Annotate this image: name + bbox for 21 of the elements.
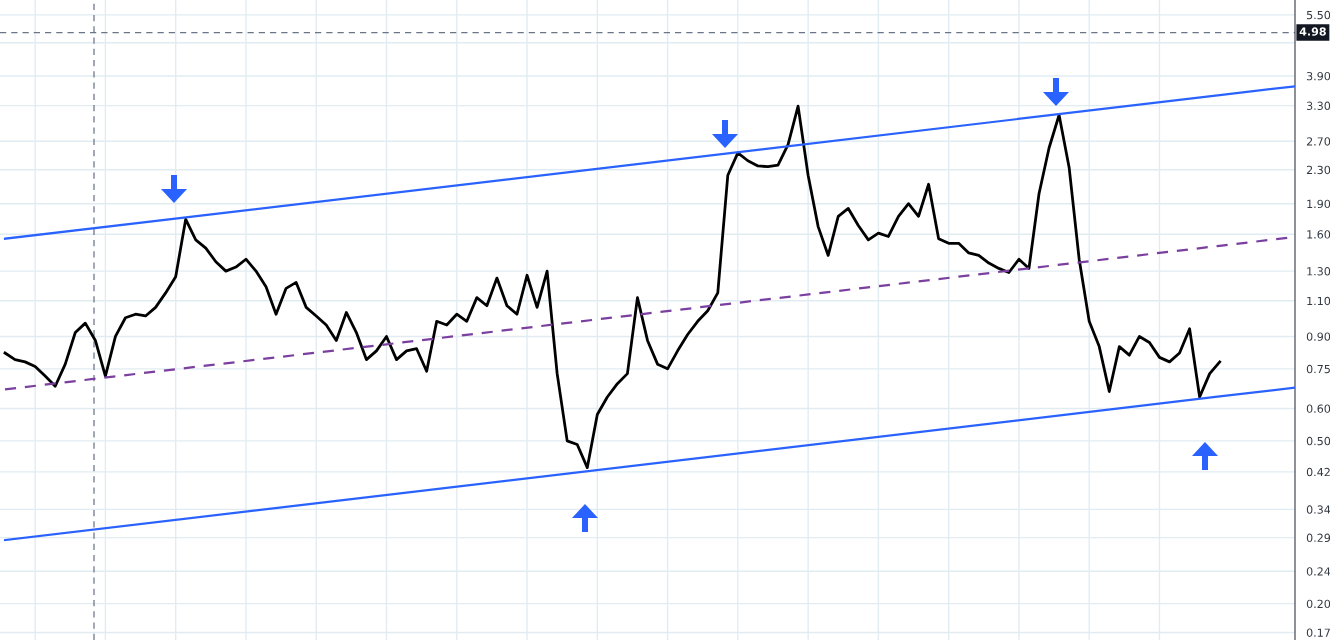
y-tick-label: 0.90: [1306, 332, 1330, 341]
y-tick-label: 0.42: [1306, 467, 1330, 477]
ref-line-label: 4.98: [1299, 27, 1326, 36]
y-tick-label: 3.90: [1306, 71, 1330, 81]
y-tick-label: 1.10: [1307, 296, 1330, 306]
y-tick-label: 0.60: [1306, 404, 1330, 413]
y-tick-label: 1.90: [1307, 199, 1330, 209]
y-tick-label: 0.20: [1306, 599, 1330, 609]
y-tick-label: 3.30: [1306, 101, 1330, 110]
y-tick-label: 0.34: [1306, 505, 1330, 514]
line-series: [3, 104, 1222, 470]
y-tick-label: 2.30: [1306, 165, 1330, 175]
y-tick-label: 0.17: [1306, 628, 1330, 637]
y-tick-label: 0.29: [1306, 533, 1330, 543]
y-tick-label: 1.30: [1307, 267, 1330, 276]
y-tick-label: 0.24: [1306, 567, 1330, 576]
y-tick-label: 0.75: [1306, 364, 1330, 374]
y-tick-label: 0.50: [1306, 436, 1330, 446]
y-tick-label: 1.60: [1307, 230, 1330, 239]
y-tick-label: 2.70: [1306, 137, 1330, 146]
y-tick-label: 5.50: [1306, 10, 1330, 20]
